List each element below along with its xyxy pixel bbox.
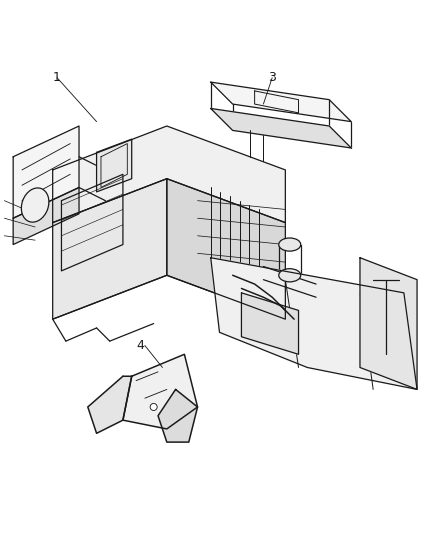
Polygon shape (13, 188, 79, 245)
Polygon shape (359, 258, 416, 390)
Ellipse shape (278, 269, 300, 282)
Polygon shape (13, 126, 79, 218)
Text: 4: 4 (136, 339, 144, 352)
Polygon shape (88, 376, 131, 433)
Polygon shape (210, 258, 416, 390)
Polygon shape (166, 179, 285, 319)
Text: 3: 3 (268, 71, 276, 84)
Polygon shape (123, 354, 197, 429)
Circle shape (150, 403, 157, 410)
Polygon shape (96, 139, 131, 192)
Polygon shape (53, 126, 285, 223)
Polygon shape (210, 82, 350, 122)
Ellipse shape (21, 188, 49, 222)
Polygon shape (158, 390, 197, 442)
Polygon shape (241, 293, 298, 354)
Ellipse shape (278, 238, 300, 251)
Polygon shape (53, 179, 166, 319)
Polygon shape (210, 108, 350, 148)
Text: 1: 1 (53, 71, 61, 84)
